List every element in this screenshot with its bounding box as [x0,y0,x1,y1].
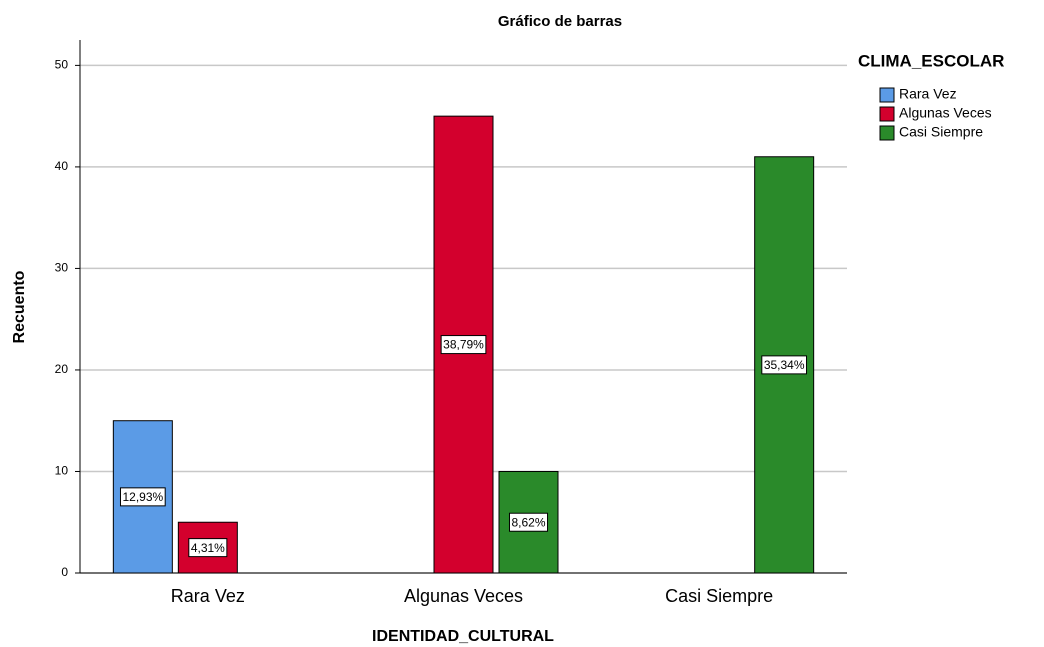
y-tick-label: 20 [55,362,69,376]
x-tick-label: Algunas Veces [404,586,523,606]
y-tick-label: 50 [55,58,69,72]
x-tick-label: Casi Siempre [665,586,773,606]
legend-swatch [879,125,895,141]
x-axis-label: IDENTIDAD_CULTURAL [372,628,554,645]
y-tick-label: 30 [55,261,69,275]
legend-title: CLIMA_ESCOLAR [858,51,1004,70]
value-label: 38,79% [443,338,484,352]
value-label: 8,62% [511,515,545,529]
value-label: 12,93% [122,490,163,504]
chart-title: Gráfico de barras [498,13,622,30]
value-label-box [508,512,549,532]
y-tick-label: 10 [55,464,69,478]
value-label-box [761,355,808,375]
value-label: 35,34% [764,358,805,372]
value-label: 4,31% [191,541,225,555]
legend-label: Algunas Veces [899,105,992,121]
x-tick-label: Rara Vez [171,586,245,606]
y-tick-label: 0 [61,565,68,579]
y-tick-label: 40 [55,159,69,173]
value-label-box [188,538,228,558]
legend-label: Casi Siempre [899,124,983,140]
y-axis-label: Recuento [11,270,28,343]
value-label-box [440,335,487,355]
legend-label: Rara Vez [899,86,957,102]
value-label-box [119,487,166,507]
legend-swatch [879,106,895,122]
legend-swatch [879,87,895,103]
